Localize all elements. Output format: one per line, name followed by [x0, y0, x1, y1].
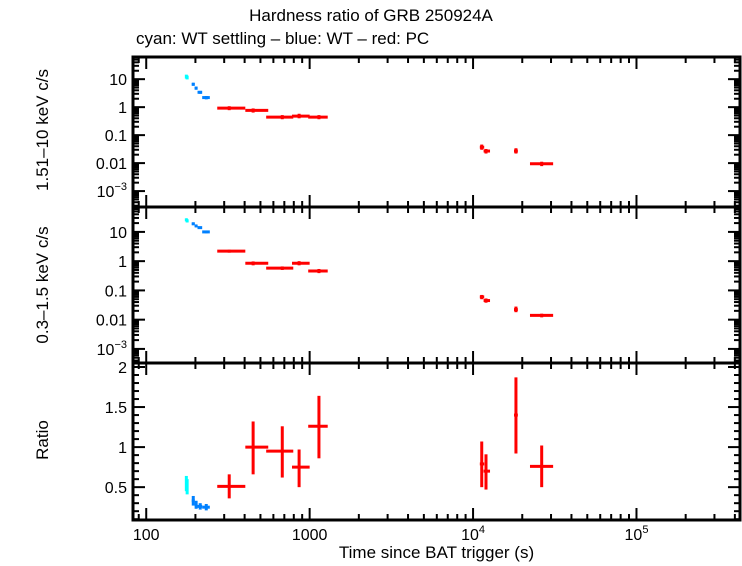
data-point-pc	[513, 148, 518, 154]
y-tick-label: 0.1	[105, 128, 127, 145]
y-tick-label: 1	[118, 440, 127, 457]
data-point-pc	[308, 115, 328, 120]
data-point-pc	[479, 294, 485, 300]
x-axis-label: Time since BAT trigger (s)	[338, 543, 535, 562]
data-point-pc	[513, 306, 518, 313]
y-tick-label: 1.5	[105, 400, 127, 417]
data-point-wt	[202, 230, 210, 234]
data-point-wt	[197, 503, 203, 510]
y-tick-label: 10	[109, 225, 127, 242]
data-point-pc	[292, 261, 310, 266]
x-tick-label: 100	[133, 527, 160, 544]
data-point-wt	[194, 500, 198, 509]
data-point-pc	[292, 113, 310, 119]
data-point-wt-settling	[185, 75, 189, 80]
chart-subtitle: cyan: WT settling – blue: WT – red: PC	[136, 29, 430, 48]
data-point-wt	[197, 226, 203, 230]
data-point-pc	[292, 449, 310, 488]
panel-frame	[131, 361, 742, 522]
data-point-wt	[194, 86, 198, 90]
y-tick-label: 0.01	[96, 313, 127, 330]
data-point-pc	[479, 144, 485, 150]
y-tick-label: 2	[118, 360, 127, 377]
data-point-pc	[513, 377, 518, 454]
data-point-pc	[217, 106, 246, 111]
data-point-pc	[479, 441, 485, 488]
y-tick-label: 10−3	[97, 181, 127, 201]
data-point-pc	[245, 421, 269, 475]
data-point-pc	[266, 115, 294, 120]
data-point-pc	[529, 161, 554, 167]
data-point-pc	[483, 454, 491, 490]
data-point-wt	[191, 222, 195, 226]
y-tick-label: 0.01	[96, 156, 127, 173]
data-point-pc	[483, 148, 491, 154]
data-point-pc	[529, 313, 554, 318]
x-tick-label: 1000	[292, 527, 328, 544]
x-tick-label: 104	[461, 524, 485, 544]
data-point-pc	[217, 474, 246, 499]
data-point-pc	[529, 445, 554, 488]
y-tick-label: 0.1	[105, 283, 127, 300]
data-point-pc	[266, 426, 294, 478]
data-point-wt	[191, 495, 195, 506]
data-point-pc	[266, 266, 294, 270]
data-point-wt	[202, 503, 210, 511]
data-point-pc	[308, 268, 328, 274]
panel-frame	[131, 55, 742, 209]
y-tick-label: 1	[118, 100, 127, 117]
y-tick-label: 0.5	[105, 480, 127, 497]
y-tick-label: 1	[118, 254, 127, 271]
data-point-pc	[245, 108, 269, 113]
data-point-pc	[217, 249, 246, 253]
y-tick-label: 10	[109, 72, 127, 89]
data-point-pc	[483, 298, 491, 303]
panel-frame	[131, 205, 742, 365]
chart-title: Hardness ratio of GRB 250924A	[249, 6, 493, 25]
data-point-wt	[194, 224, 198, 228]
data-point-pc	[308, 395, 328, 459]
data-point-wt	[202, 96, 210, 100]
data-point-wt	[197, 90, 203, 94]
data-point-wt-settling	[185, 479, 189, 495]
y-tick-label: 10−3	[97, 339, 127, 359]
data-point-pc	[245, 261, 269, 266]
data-point-wt	[191, 82, 195, 86]
data-point-wt-settling	[185, 219, 189, 223]
x-tick-label: 105	[625, 524, 649, 544]
